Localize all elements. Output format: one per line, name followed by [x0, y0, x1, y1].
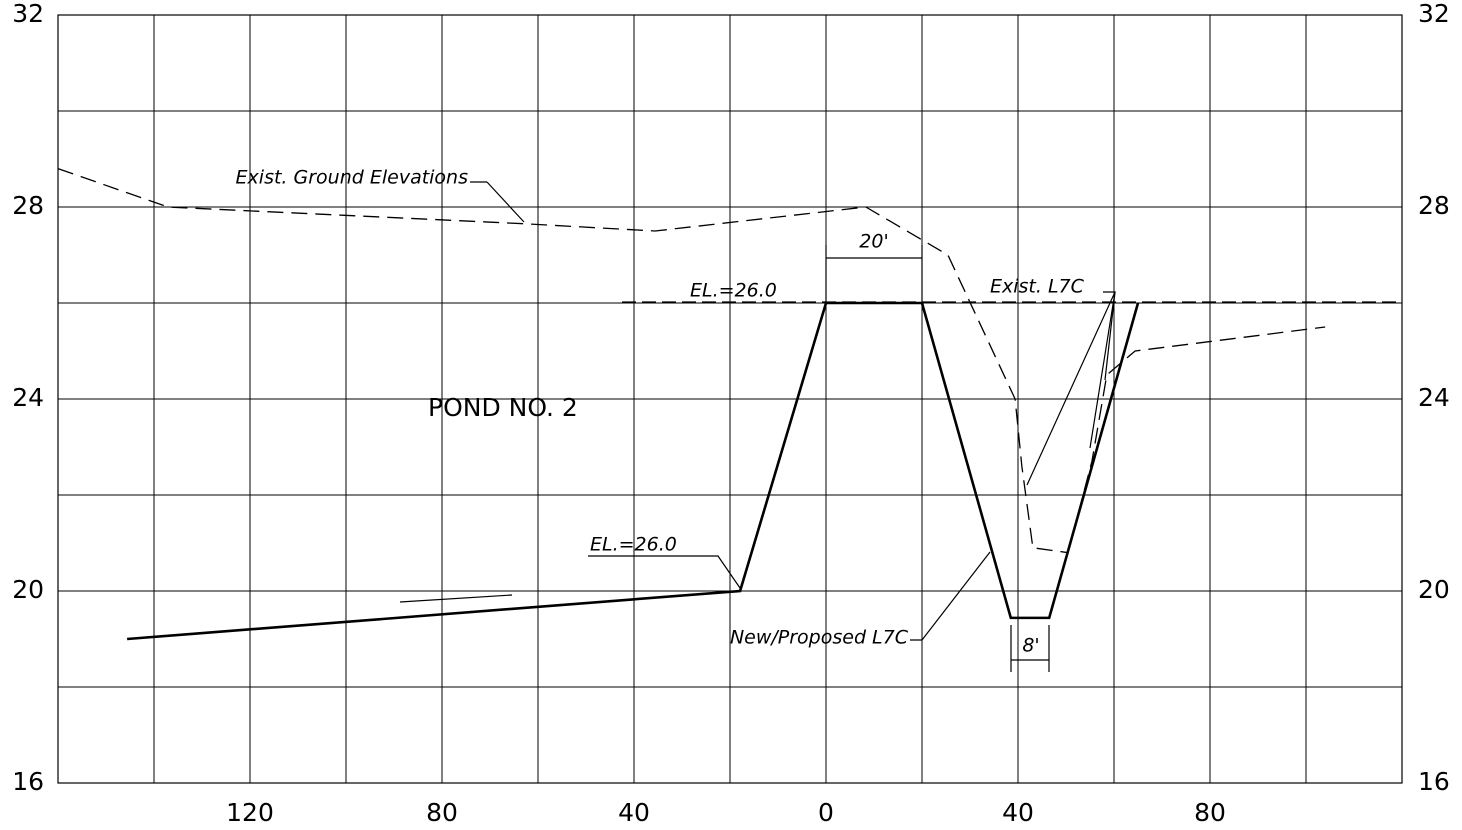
- x-tick-label: 80: [1194, 798, 1226, 827]
- x-tick-label: 40: [1002, 798, 1034, 827]
- y-tick-label: 32: [12, 0, 44, 28]
- grid: 120 80 40 0 40 80 16 16 20 20 24 24 28 28 32 32: [12, 0, 1450, 827]
- x-tick-label: 80: [426, 798, 458, 827]
- leader: [910, 551, 991, 641]
- annotation: Exist. L7C: [990, 276, 1085, 298]
- series-label: New/Proposed L7C: [730, 627, 909, 649]
- y-tick-label: 24: [12, 383, 44, 412]
- x-tick-label: 0: [818, 798, 834, 827]
- series-line: [127, 301, 1140, 641]
- y2-tick-label: 28: [1418, 191, 1450, 220]
- annotation: 20': [859, 231, 888, 253]
- marks: [57, 167, 1326, 641]
- annotation: EL.=26.0: [690, 280, 777, 302]
- y2-tick-label: 24: [1418, 383, 1450, 412]
- y-tick-label: 16: [12, 767, 44, 796]
- annotation: 8': [1022, 635, 1039, 657]
- leader: [1026, 291, 1116, 486]
- y2-tick-label: 32: [1418, 0, 1450, 28]
- y-tick-label: 28: [12, 191, 44, 220]
- leader: [1104, 291, 1116, 381]
- series-label: Exist. Ground Elevations: [236, 167, 469, 189]
- leader: [588, 555, 741, 589]
- x-tick-label: 120: [226, 798, 274, 827]
- y2-tick-label: 16: [1418, 767, 1450, 796]
- x-tick-label: 40: [618, 798, 650, 827]
- leader: [1089, 291, 1116, 449]
- annotation: POND NO. 2: [428, 393, 578, 422]
- leader: [486, 181, 525, 223]
- y2-tick-label: 20: [1418, 575, 1450, 604]
- series-line: [57, 167, 1326, 554]
- y-tick-label: 20: [12, 575, 44, 604]
- flow-arrow: [399, 594, 513, 603]
- annotation: EL.=26.0: [590, 534, 677, 556]
